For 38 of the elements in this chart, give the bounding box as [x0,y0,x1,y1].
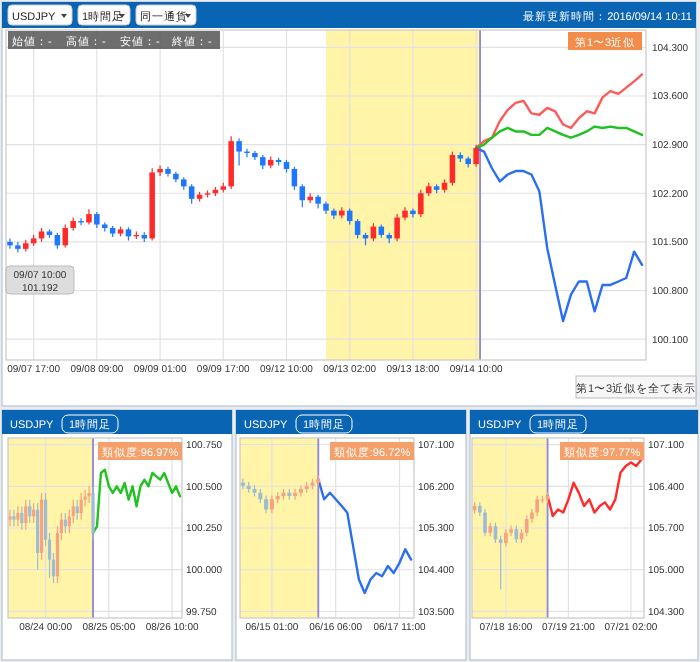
candlestick [8,509,12,527]
candlestick [228,135,234,190]
line-series [474,146,644,323]
candlestick [535,495,539,517]
candlestick [7,237,13,250]
candlestick [410,207,416,219]
candlestick [157,164,163,177]
candlestick [449,150,456,187]
candlestick [91,485,95,541]
candlestick [15,241,21,253]
line-series [474,125,644,150]
candlestick [483,508,487,537]
candlestick [188,183,195,205]
candlestick [28,499,32,524]
candlestick [20,505,24,531]
candlestick [75,499,79,521]
candlestick [62,223,69,249]
candlestick [418,189,424,218]
candlestick [299,183,306,208]
line-series [474,73,644,150]
candlestick [524,514,529,537]
line-series [91,468,182,535]
candlestick [298,484,303,498]
line-series [546,458,643,518]
candlestick [79,492,83,521]
candlestick [87,485,91,504]
line-series [317,478,413,595]
candlestick [236,137,242,167]
candlestick [16,505,20,527]
candlestick [354,218,361,240]
candlestick [293,488,298,501]
candlestick [473,144,479,168]
candlestick [36,502,40,571]
candlestick [240,478,245,491]
candlestick [24,499,28,531]
candlestick [12,509,16,527]
candlestick [252,150,258,161]
candlestick [394,213,400,242]
